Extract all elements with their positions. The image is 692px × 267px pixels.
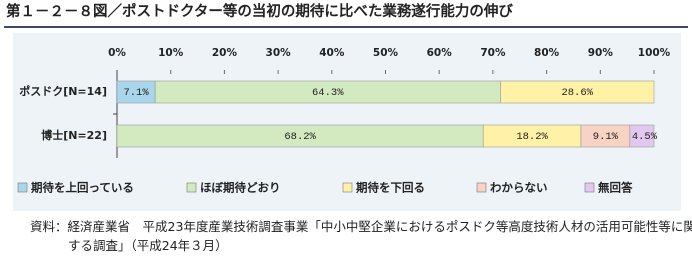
legend-label: わからない — [490, 181, 548, 195]
legend-swatch — [584, 182, 595, 193]
x-tick-label: 60% — [427, 47, 453, 59]
chart: 第１－２－８図／ポストドクター等の当初の期待に比べた業務遂行能力の伸び 0% 10… — [4, 2, 688, 211]
legend-label: ほぼ期待どおり — [200, 181, 281, 195]
x-tick-label: 90% — [588, 47, 614, 59]
x-tick-label: 40% — [319, 47, 345, 59]
x-tick-label: 10% — [158, 47, 184, 59]
legend-swatch — [17, 182, 28, 193]
legend-swatch — [186, 182, 197, 193]
value-label: 28.6% — [561, 87, 593, 99]
y-tick-label: 博士[N=22] — [41, 128, 107, 142]
legend-label: 期待を上回っている — [31, 181, 134, 195]
bar-segment — [500, 80, 655, 104]
bar-segment — [629, 124, 655, 148]
legend-label: 無回答 — [598, 181, 633, 195]
x-tick-label: 0% — [108, 47, 126, 59]
source-note: 資料：経済産業省 平成23年度産業技術調査事業「中小中堅企業におけるポスドク等高… — [30, 219, 692, 253]
value-label: 7.1% — [123, 87, 149, 99]
value-label: 9.1% — [593, 131, 619, 143]
chart-title: 第１－２－８図／ポストドクター等の当初の期待に比べた業務遂行能力の伸び — [6, 2, 513, 20]
x-tick-label: 50% — [373, 47, 399, 59]
legend-label: 期待を下回る — [356, 181, 425, 195]
x-tick-label: 100% — [638, 47, 671, 59]
value-label: 18.2% — [516, 131, 548, 143]
x-tick-label: 70% — [480, 47, 506, 59]
chart-panel — [13, 33, 681, 211]
legend-swatch — [342, 182, 353, 193]
value-label: 68.2% — [284, 131, 316, 143]
x-tick-label: 80% — [534, 47, 560, 59]
legend-swatch — [476, 182, 487, 193]
y-tick-label: ポスドク[N=14] — [19, 84, 107, 98]
x-tick-label: 20% — [212, 47, 238, 59]
value-label: 4.5% — [632, 131, 658, 143]
value-label: 64.3% — [312, 87, 344, 99]
x-tick-label: 30% — [266, 47, 292, 59]
